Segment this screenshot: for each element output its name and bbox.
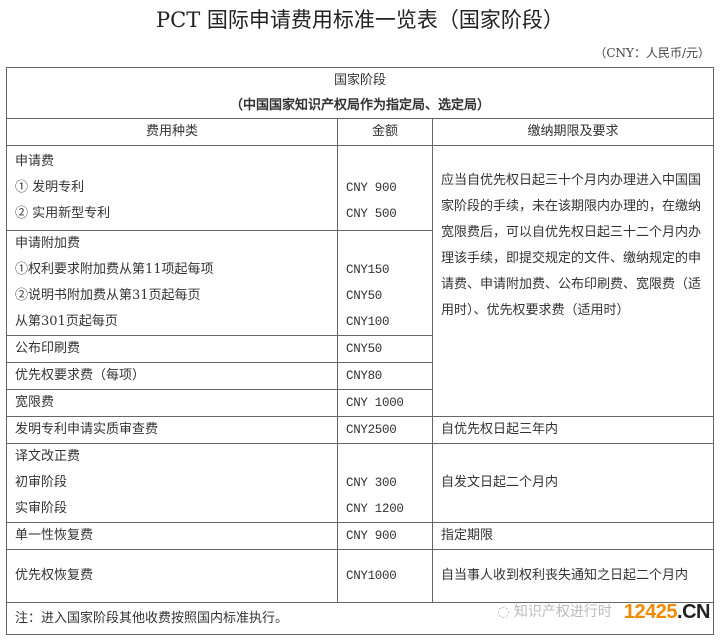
fee-amount-line: CNY 500	[346, 207, 397, 221]
note-row: 注：进入国家阶段其他收费按照国内标准执行。	[6, 602, 714, 635]
fee-requirement: 指定期限	[432, 522, 714, 550]
merged-requirement: 应当自优先权日起三十个月内办理进入中国国家阶段的手续，未在该期限内办理的，在缴纳…	[432, 145, 714, 417]
fee-category: 单一性恢复费	[6, 522, 338, 550]
fee-amount: CNY50	[337, 335, 433, 363]
fee-category-line: 从第301页起每页	[15, 314, 118, 329]
fee-category-line: ② 实用新型专利	[15, 206, 111, 221]
fee-category: 宽限费	[6, 389, 338, 417]
fee-category-line: 优先权要求费（每项）	[15, 368, 146, 383]
fee-category: 译文改正费初审阶段实审阶段	[6, 443, 338, 523]
fee-amount: CNY1000	[337, 549, 433, 603]
table-heading-row: 国家阶段 （中国国家知识产权局作为指定局、选定局）	[6, 67, 714, 119]
page-title: PCT 国际申请费用标准一览表（国家阶段）	[156, 8, 564, 32]
fee-requirement: 自当事人收到权利丧失通知之日起二个月内	[432, 549, 714, 603]
fee-category-line: 译文改正费	[15, 449, 81, 464]
table-row: 译文改正费初审阶段实审阶段 CNY 300 CNY 1200 自发文日起二个月内	[6, 443, 714, 523]
fee-category-line: 发明专利申请实质审查费	[15, 422, 159, 437]
table-subheading: （中国国家知识产权局作为指定局、选定局）	[229, 98, 490, 113]
table-heading: 国家阶段	[333, 73, 386, 88]
fee-category-line: 单一性恢复费	[15, 528, 94, 543]
fee-category-line: ① 发明专利	[15, 180, 85, 195]
fee-amount: CNY 900	[337, 522, 433, 550]
fee-amount: CNY80	[337, 362, 433, 390]
fee-category-line: 初审阶段	[15, 475, 68, 490]
fee-category-line: 申请附加费	[15, 236, 81, 251]
fee-category: 公布印刷费	[6, 335, 338, 363]
fee-amount-line: CNY1000	[346, 569, 397, 583]
fee-amount-line: CNY80	[346, 369, 383, 383]
fee-amount: CNY 1000	[337, 389, 433, 417]
table-note: 注：进入国家阶段其他收费按照国内标准执行。	[6, 602, 714, 635]
fee-category-line: 申请费	[15, 154, 55, 169]
fee-amount-line: CNY150	[346, 263, 390, 277]
fee-amount-line: CNY 300	[346, 476, 397, 490]
column-header-requirement: 缴纳期限及要求	[432, 118, 714, 146]
currency-unit: （CNY：人民币/元）	[594, 46, 710, 60]
table-row: 公布印刷费 CNY50	[6, 335, 714, 363]
fee-category-line: 实审阶段	[15, 501, 68, 516]
fee-amount-line: CNY100	[346, 315, 390, 329]
fee-amount: CNY 900 CNY 500	[337, 145, 433, 231]
fee-amount-line	[346, 149, 424, 175]
fee-amount-line	[346, 231, 424, 257]
watermark-label: 知识产权进行时	[513, 604, 612, 620]
fee-category-line: 公布印刷费	[15, 341, 81, 356]
fee-category: 优先权恢复费	[6, 549, 338, 603]
site-logo: 12425.CN	[623, 600, 711, 624]
fee-amount-line: CNY 1000	[346, 396, 404, 410]
fee-category: 优先权要求费（每项）	[6, 362, 338, 390]
fee-amount: CNY2500	[337, 416, 433, 444]
fee-category: 申请附加费 ①权利要求附加费从第11项起每项 ②说明书附加费从第31页起每页 从第30…	[6, 230, 338, 336]
table-row: 发明专利申请实质审查费 CNY2500 自优先权日起三年内	[6, 416, 714, 444]
table-row: 优先权要求费（每项） CNY80	[6, 362, 714, 390]
column-header-row: 费用种类 金额 缴纳期限及要求	[6, 118, 714, 146]
watermark-group: ◌ 知识产权进行时 12425.CN	[497, 600, 710, 624]
fee-requirement: 自发文日起二个月内	[432, 443, 714, 523]
column-header-category: 费用种类	[6, 118, 338, 146]
logo-number: 12425	[623, 601, 678, 623]
fee-amount-line: CNY2500	[346, 423, 397, 437]
fee-category: 发明专利申请实质审查费	[6, 416, 338, 444]
logo-suffix: .CN	[677, 601, 710, 623]
fee-table: 国家阶段 （中国国家知识产权局作为指定局、选定局） 费用种类 金额 缴纳期限及要…	[6, 67, 714, 635]
fee-amount-line: CNY 900	[346, 529, 397, 543]
fee-amount-line: CNY50	[346, 342, 383, 356]
wechat-icon: ◌	[497, 604, 510, 620]
fee-category-line: 宽限费	[15, 395, 55, 410]
fee-category: 申请费 ① 发明专利 ② 实用新型专利	[6, 145, 338, 231]
fee-amount: CNY150 CNY50 CNY100	[337, 230, 433, 336]
fee-amount: CNY 300 CNY 1200	[337, 443, 433, 523]
watermark-text: ◌ 知识产权进行时	[497, 600, 612, 624]
fee-requirement: 自优先权日起三年内	[432, 416, 714, 444]
table-row: 申请附加费 ①权利要求附加费从第11项起每项 ②说明书附加费从第31页起每页 从第30…	[6, 230, 714, 336]
table-row: 申请费 ① 发明专利 ② 实用新型专利 CNY 900 CNY 500 应当自优先权日起三…	[6, 145, 714, 417]
fee-category-line: 优先权恢复费	[15, 568, 94, 583]
fee-category-line: ②说明书附加费从第31页起每页	[15, 288, 201, 303]
table-row: 单一性恢复费 CNY 900 指定期限	[6, 522, 714, 550]
fee-category-line: ①权利要求附加费从第11项起每项	[15, 262, 214, 277]
fee-amount-line: CNY 1200	[346, 502, 404, 516]
fee-amount-line: CNY 900	[346, 181, 397, 195]
fee-amount-line: CNY50	[346, 289, 383, 303]
fee-amount-line	[346, 444, 424, 470]
table-row: 优先权恢复费 CNY1000 自当事人收到权利丧失通知之日起二个月内	[6, 549, 714, 603]
column-header-amount: 金额	[337, 118, 433, 146]
